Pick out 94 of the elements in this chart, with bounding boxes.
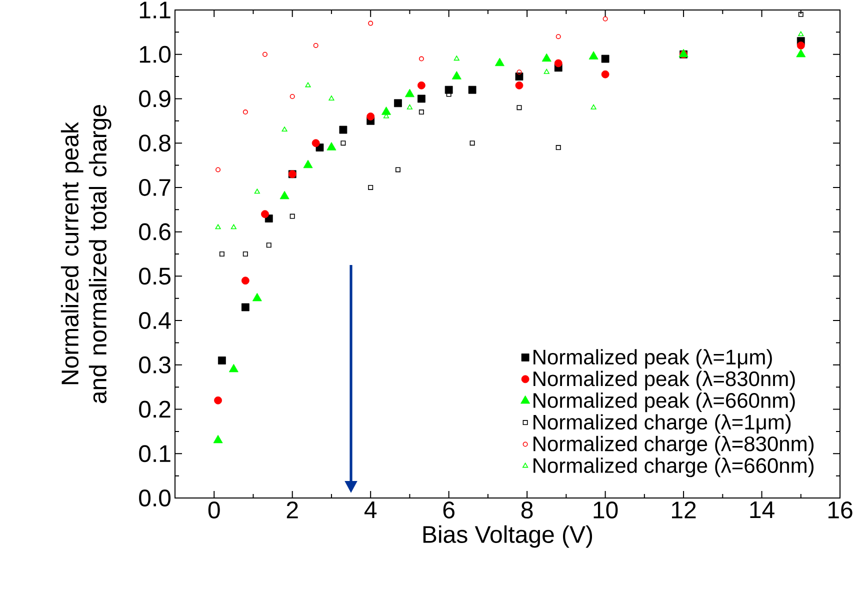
point: [418, 56, 424, 62]
point: [417, 81, 426, 90]
point: [242, 252, 248, 256]
point: [214, 396, 222, 404]
point: [228, 364, 238, 372]
y-tick-label: 0.3: [139, 356, 170, 374]
point: [444, 86, 453, 94]
legend-label: Normalized charge (λ=1μm): [534, 414, 791, 434]
y-tick-label: 0.8: [139, 134, 170, 152]
point: [381, 106, 391, 115]
y-tick-label: 0.9: [139, 90, 170, 108]
point: [303, 160, 313, 168]
point: [601, 54, 610, 63]
legend-label: Normalized peak (λ=1μm): [534, 349, 772, 369]
point: [340, 140, 346, 146]
x-tick-label: 2: [286, 502, 298, 518]
point: [368, 184, 374, 190]
point: [602, 16, 608, 22]
y-tick-label: 0.5: [139, 268, 170, 285]
point: [796, 48, 806, 58]
y-tick-label: 0.4: [139, 312, 171, 330]
point: [417, 94, 426, 103]
point: [290, 214, 295, 219]
point: [394, 99, 402, 108]
y-tick-label: 0.6: [139, 223, 170, 240]
x-tick-label: 16: [828, 502, 852, 519]
point: [261, 210, 269, 218]
y-tick-label: 1.0: [140, 46, 171, 63]
point: [266, 242, 272, 248]
point: [216, 167, 221, 172]
x-tick-label: 10: [594, 502, 618, 519]
point: [328, 96, 334, 100]
point: [452, 71, 462, 80]
point: [588, 51, 598, 60]
point: [395, 167, 400, 172]
point: [796, 42, 805, 50]
y-tick-label: 0.2: [139, 400, 170, 418]
point: [556, 145, 561, 150]
point: [494, 58, 504, 66]
point: [515, 72, 524, 80]
point: [282, 126, 288, 132]
point: [590, 104, 596, 110]
point: [241, 303, 250, 312]
y-tick-label: 0.1: [139, 445, 170, 462]
point: [454, 56, 460, 61]
point: [515, 81, 524, 90]
y-axis-title: Normalized current peak and normalized total charge: [60, 105, 112, 404]
y-tick-label: 0.0: [139, 489, 171, 506]
point: [326, 142, 336, 150]
point: [305, 82, 311, 88]
point: [516, 70, 522, 75]
legend-label: Normalized charge (λ=660nm): [534, 458, 814, 478]
x-axis-title: Bias Voltage (V): [423, 525, 592, 548]
legend-label: Normalized charge (λ=830nm): [534, 436, 814, 456]
point: [468, 86, 476, 94]
point: [242, 110, 248, 115]
point: [280, 190, 290, 200]
point: [215, 224, 221, 230]
point: [262, 52, 268, 57]
point: [406, 104, 412, 110]
x-tick-label: 6: [443, 502, 454, 519]
point: [368, 20, 374, 26]
x-tick-label: 4: [364, 502, 377, 518]
point: [542, 53, 552, 62]
point: [290, 94, 295, 100]
legend-label: Normalized peak (λ=830nm): [534, 370, 795, 390]
x-tick-label: 14: [750, 502, 774, 518]
point: [554, 59, 562, 68]
y-tick-label: 0.7: [139, 178, 170, 196]
point: [601, 70, 610, 78]
point: [556, 34, 561, 40]
y-tick-label: 1.1: [140, 2, 170, 18]
point: [213, 434, 223, 444]
point: [366, 112, 375, 120]
point: [544, 68, 550, 74]
point: [313, 42, 318, 48]
point: [404, 88, 414, 98]
x-tick-label: 0: [208, 502, 220, 519]
point: [470, 140, 475, 146]
point: [798, 12, 804, 17]
point: [798, 31, 804, 36]
point: [219, 252, 224, 256]
point: [339, 126, 348, 134]
point: [218, 356, 226, 364]
point: [230, 224, 236, 230]
x-tick-label: 8: [521, 502, 533, 519]
point: [312, 139, 320, 148]
point: [418, 110, 424, 115]
point: [241, 276, 250, 285]
x-tick-label: 12: [672, 502, 696, 518]
point: [516, 105, 522, 110]
legend-label: Normalized peak (λ=660nm): [534, 392, 795, 412]
point: [252, 292, 262, 302]
point: [254, 188, 260, 194]
